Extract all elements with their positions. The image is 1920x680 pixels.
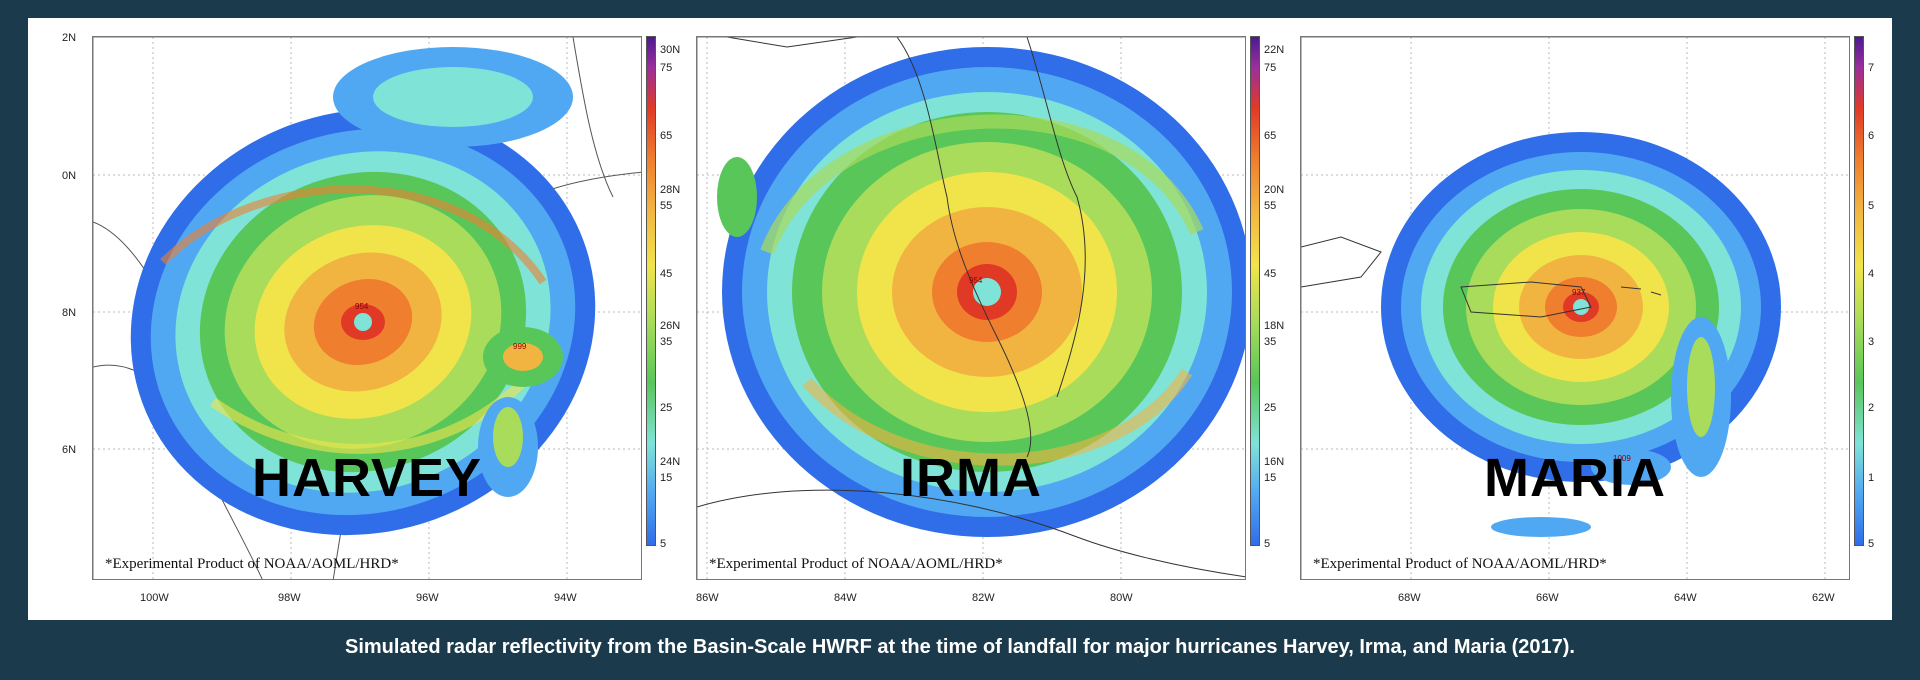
colorbar-label: 65 — [1264, 130, 1277, 142]
irma-radar-map: 954 — [697, 37, 1245, 579]
storm-pressure-label: 937 — [1572, 288, 1586, 297]
colorbar-label: 16N — [1264, 456, 1285, 468]
colorbar-label: 5 — [1264, 538, 1271, 550]
colorbar-label: 4 — [1868, 268, 1875, 280]
lon-label: 98W — [278, 592, 301, 604]
colorbar-label: 25 — [1264, 402, 1277, 414]
storm-name: MARIA — [1484, 448, 1666, 508]
harvey-radar-map: 954 999 — [93, 37, 641, 579]
harvey-colorbar — [646, 36, 656, 546]
storm-pressure-label: 954 — [969, 276, 983, 285]
experimental-footnote: *Experimental Product of NOAA/AOML/HRD* — [709, 556, 1003, 572]
panel-maria: 937 1009 MARIA *Experimental Product of … — [1300, 36, 1850, 580]
colorbar-label: 5 — [660, 538, 667, 550]
lon-label: 62W — [1812, 592, 1835, 604]
lon-label: 82W — [972, 592, 995, 604]
lon-label: 94W — [554, 592, 577, 604]
lon-label: 100W — [140, 592, 169, 604]
colorbar-label: 25 — [660, 402, 673, 414]
colorbar-label: 1 — [1868, 472, 1875, 484]
colorbar-label: 45 — [660, 268, 673, 280]
colorbar-label: 28N — [660, 184, 681, 196]
colorbar-label: 65 — [660, 130, 673, 142]
colorbar-label: 20N — [1264, 184, 1285, 196]
colorbar-label: 18N — [1264, 320, 1285, 332]
colorbar-label: 35 — [1264, 336, 1277, 348]
colorbar-label: 22N — [1264, 44, 1285, 56]
lat-label: 0N — [62, 170, 77, 182]
colorbar-label: 5 — [1868, 538, 1875, 550]
maria-colorbar — [1854, 36, 1864, 546]
lon-label: 80W — [1110, 592, 1133, 604]
colorbar-label: 7 — [1868, 62, 1875, 74]
figure-caption: Simulated radar reflectivity from the Ba… — [345, 636, 1575, 658]
lon-label: 96W — [416, 592, 439, 604]
storm-name: HARVEY — [251, 448, 483, 508]
colorbar-label: 75 — [660, 62, 673, 74]
lat-label: 2N — [62, 32, 77, 44]
colorbar-label: 24N — [660, 456, 681, 468]
lon-label: 66W — [1536, 592, 1559, 604]
colorbar-label: 35 — [660, 336, 673, 348]
colorbar-label: 6 — [1868, 130, 1875, 142]
lon-label: 64W — [1674, 592, 1697, 604]
panel-irma: 954 IRMA *Experimental Product of NOAA/A… — [696, 36, 1246, 580]
storm-name: IRMA — [900, 448, 1042, 508]
lat-label: 8N — [62, 307, 77, 319]
storm-pressure-label: 999 — [513, 342, 527, 351]
colorbar-label: 15 — [660, 472, 673, 484]
colorbar-label: 2 — [1868, 402, 1875, 414]
colorbar-label: 55 — [1264, 200, 1277, 212]
irma-colorbar — [1250, 36, 1260, 546]
colorbar-label: 75 — [1264, 62, 1277, 74]
lon-label: 86W — [696, 592, 719, 604]
colorbar-label: 15 — [1264, 472, 1277, 484]
colorbar-label: 55 — [660, 200, 673, 212]
storm-pressure-label: 1009 — [1613, 454, 1631, 463]
colorbar-label: 26N — [660, 320, 681, 332]
lon-label: 84W — [834, 592, 857, 604]
colorbar-label: 5 — [1868, 200, 1875, 212]
panel-harvey: 954 999 HARVEY *Experimental Product of … — [92, 36, 642, 580]
colorbar-label: 3 — [1868, 336, 1875, 348]
experimental-footnote: *Experimental Product of NOAA/AOML/HRD* — [1313, 556, 1607, 572]
lon-label: 68W — [1398, 592, 1421, 604]
experimental-footnote: *Experimental Product of NOAA/AOML/HRD* — [105, 556, 399, 572]
lat-label: 6N — [62, 444, 77, 456]
colorbar-label: 45 — [1264, 268, 1277, 280]
colorbar-label: 30N — [660, 44, 681, 56]
maria-radar-map: 937 1009 — [1301, 37, 1849, 579]
storm-pressure-label: 954 — [355, 302, 369, 311]
